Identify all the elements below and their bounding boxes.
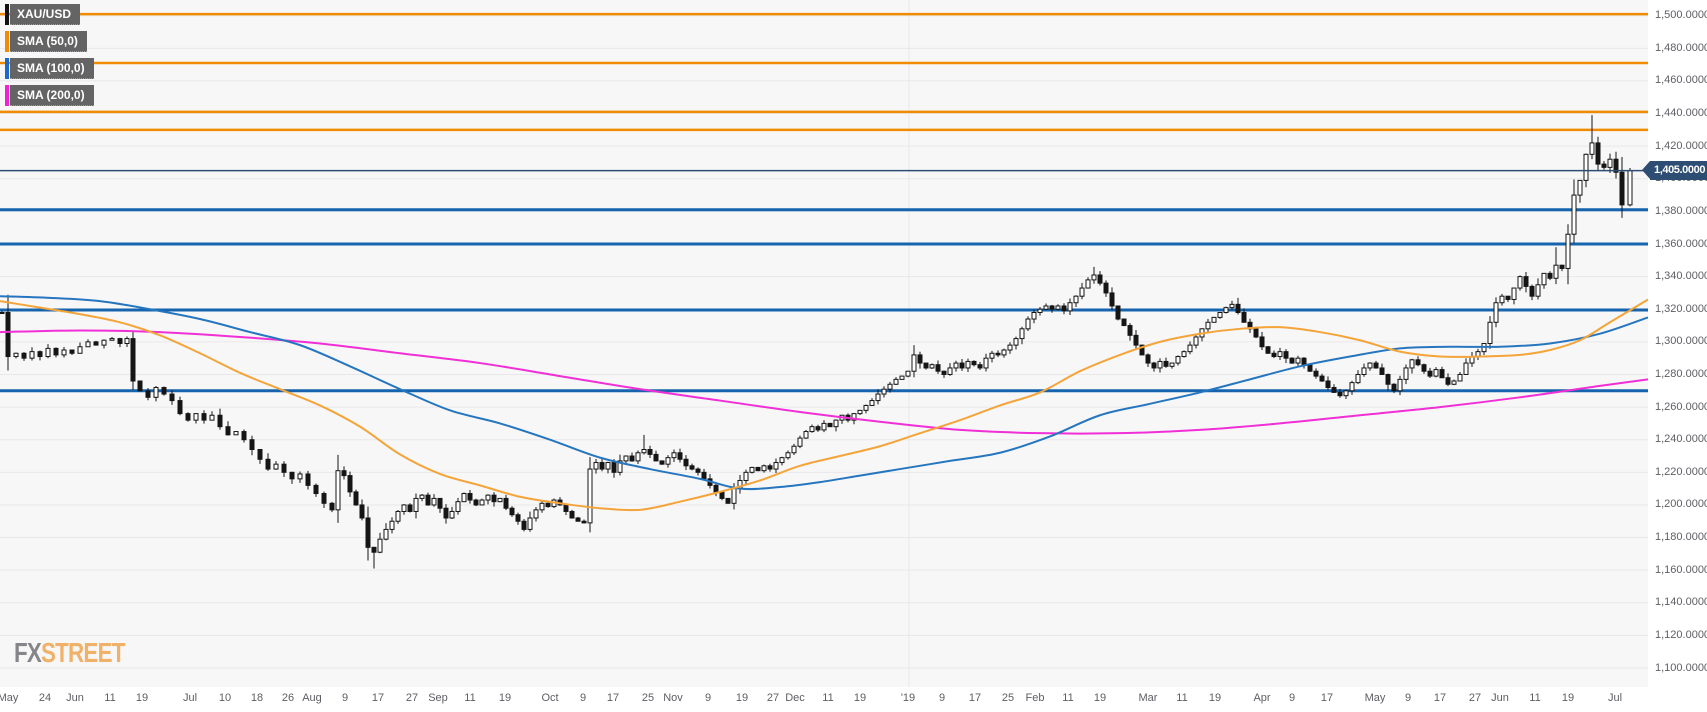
x-axis-label: Sep xyxy=(428,692,448,704)
x-axis-label: Mar xyxy=(1138,692,1158,704)
x-axis-label: 17 xyxy=(1320,692,1334,704)
y-axis-label: 1,220.0000 xyxy=(1655,465,1707,478)
x-axis-label: Jul xyxy=(182,692,198,704)
x-axis-label: 24 xyxy=(38,692,52,704)
y-axis-label: 1,380.0000 xyxy=(1655,204,1707,217)
x-axis-label: 11 xyxy=(104,692,116,704)
legend-color-bar xyxy=(5,85,9,106)
x-axis-label: 19 xyxy=(1208,692,1222,704)
x-axis-label: 26 xyxy=(281,692,295,704)
time-axis[interactable]: May 24 Jun 11 19 Jul 10 18 26 Aug 9 17 27 Sep 11 19 Oct 9… xyxy=(0,687,1707,712)
x-axis-label: 17 xyxy=(371,692,385,704)
x-axis-label: Aug xyxy=(302,692,322,704)
x-axis-label: 11 xyxy=(1176,692,1188,704)
x-axis-label: 19 xyxy=(735,692,749,704)
price-tag-arrow xyxy=(1642,161,1650,180)
x-axis-label: 27 xyxy=(766,692,780,704)
y-axis-label: 1,180.0000 xyxy=(1655,531,1707,544)
y-axis-label: 1,420.0000 xyxy=(1655,139,1707,152)
x-axis-label: 27 xyxy=(405,692,419,704)
x-axis-label: Dec xyxy=(785,692,805,704)
y-axis-label: 1,340.0000 xyxy=(1655,270,1707,283)
y-axis-label: 1,160.0000 xyxy=(1655,563,1707,576)
legend-item-sma50[interactable]: SMA (50,0) xyxy=(5,31,94,52)
y-axis-label: 1,440.0000 xyxy=(1655,107,1707,120)
y-axis-label: 1,260.0000 xyxy=(1655,400,1707,413)
y-axis-label: 1,140.0000 xyxy=(1655,596,1707,609)
sma50-badge: SMA (50,0) xyxy=(10,31,87,52)
x-axis-label: Oct xyxy=(541,692,559,704)
x-axis-label: 27 xyxy=(1468,692,1482,704)
current-price-value: 1,405.0000 xyxy=(1654,164,1706,177)
x-axis-label: 9 xyxy=(341,692,349,704)
fxstreet-logo: FXSTREET xyxy=(14,637,125,669)
x-axis-label: May xyxy=(0,692,19,704)
legend-color-bar xyxy=(5,58,9,79)
y-axis-label: 1,460.0000 xyxy=(1655,74,1707,87)
x-axis-label: 17 xyxy=(606,692,620,704)
x-axis-label: Jun xyxy=(66,692,84,704)
y-axis-label: 1,360.0000 xyxy=(1655,237,1707,250)
x-axis-label: 9 xyxy=(579,692,587,704)
y-axis-label: 1,500.0000 xyxy=(1655,9,1707,22)
legend-item-instrument[interactable]: XAU/USD xyxy=(5,4,94,25)
x-axis-label: Apr xyxy=(1253,692,1271,704)
y-axis-label: 1,240.0000 xyxy=(1655,433,1707,446)
sma200-badge: SMA (200,0) xyxy=(10,85,94,106)
y-axis-label: 1,300.0000 xyxy=(1655,335,1707,348)
y-axis-label: 1,120.0000 xyxy=(1655,628,1707,641)
x-axis-label: 19 xyxy=(498,692,512,704)
legend-item-sma200[interactable]: SMA (200,0) xyxy=(5,85,94,106)
x-axis-label: 19 xyxy=(1093,692,1107,704)
x-axis-label: 9 xyxy=(704,692,712,704)
x-axis-label: 11 xyxy=(822,692,834,704)
x-axis-label: Jul xyxy=(1607,692,1623,704)
sma100-badge: SMA (100,0) xyxy=(10,58,94,79)
x-axis-label: 11 xyxy=(1062,692,1074,704)
x-axis-label: May xyxy=(1364,692,1386,704)
x-axis-label: 11 xyxy=(1529,692,1541,704)
y-axis-label: 1,320.0000 xyxy=(1655,302,1707,315)
y-axis-label: 1,280.0000 xyxy=(1655,367,1707,380)
x-axis-label: Nov xyxy=(663,692,683,704)
y-axis-label: 1,480.0000 xyxy=(1655,41,1707,54)
x-axis-label: 19 xyxy=(853,692,867,704)
x-axis-label: Feb xyxy=(1025,692,1045,704)
x-axis-label: 19 xyxy=(1561,692,1575,704)
logo-fx: FX xyxy=(14,637,42,668)
x-axis-label: 17 xyxy=(1433,692,1447,704)
indicator-legend: XAU/USD SMA (50,0) SMA (100,0) SMA (200,… xyxy=(5,4,94,112)
logo-street: STREET xyxy=(41,637,125,668)
x-axis-label: '19 xyxy=(900,692,916,704)
x-axis-label: Jun xyxy=(1491,692,1509,704)
price-axis[interactable]: 1,500.0000 1,480.0000 1,460.0000 1,440.0000… xyxy=(1648,0,1707,687)
legend-color-bar xyxy=(5,4,9,25)
y-axis-label: 1,200.0000 xyxy=(1655,498,1707,511)
x-axis-label: 11 xyxy=(464,692,476,704)
x-axis-label: 25 xyxy=(641,692,655,704)
x-axis-label: 17 xyxy=(968,692,982,704)
x-axis-label: 25 xyxy=(1001,692,1015,704)
x-axis-label: 18 xyxy=(250,692,264,704)
x-axis-label: 19 xyxy=(135,692,149,704)
instrument-badge: XAU/USD xyxy=(10,4,81,25)
y-axis-label: 1,100.0000 xyxy=(1655,661,1707,674)
x-axis-label: 9 xyxy=(938,692,946,704)
x-axis-label: 9 xyxy=(1404,692,1412,704)
x-axis-label: 10 xyxy=(218,692,232,704)
x-axis-label: 9 xyxy=(1288,692,1296,704)
legend-item-sma100[interactable]: SMA (100,0) xyxy=(5,58,94,79)
current-price-tag: 1,405.0000 xyxy=(1642,161,1707,181)
legend-color-bar xyxy=(5,31,9,52)
